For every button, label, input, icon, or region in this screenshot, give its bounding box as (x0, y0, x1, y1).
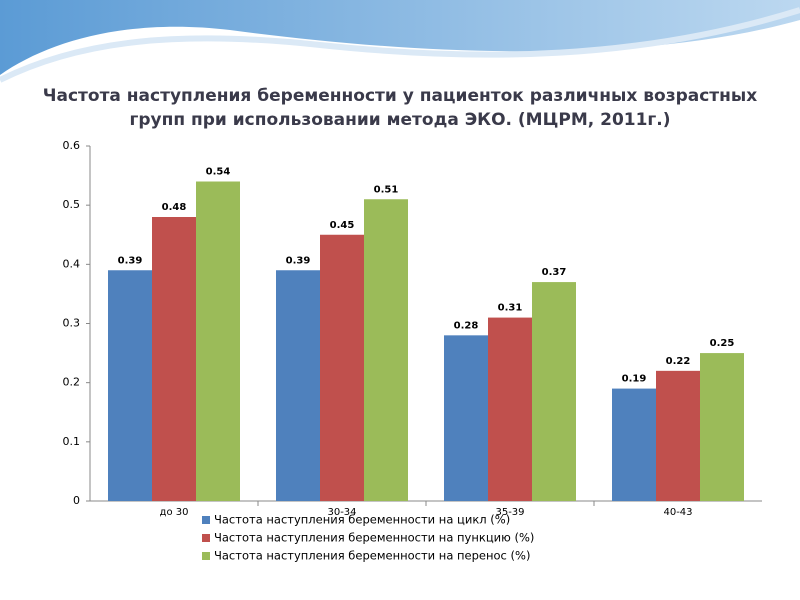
value-label: 0.37 (542, 267, 567, 278)
x-tick-label: 40-43 (663, 507, 692, 518)
value-label: 0.51 (374, 184, 399, 195)
bar (108, 270, 152, 501)
bar (196, 181, 240, 501)
x-tick-label: до 30 (160, 507, 189, 518)
bar (320, 234, 364, 501)
bar (700, 353, 744, 501)
bar (444, 335, 488, 501)
value-label: 0.25 (710, 338, 735, 349)
bar (612, 388, 656, 501)
y-tick-label: 0.6 (63, 139, 81, 152)
bar (152, 217, 196, 501)
value-label: 0.45 (330, 220, 355, 231)
legend-swatch (202, 552, 210, 560)
y-tick-label: 0.3 (63, 317, 81, 330)
y-tick-label: 0.4 (63, 257, 81, 270)
value-label: 0.22 (666, 356, 691, 367)
y-tick-label: 0 (73, 494, 80, 507)
legend-swatch (202, 534, 210, 542)
legend-label: Частота наступления беременности на пере… (214, 549, 530, 563)
value-label: 0.31 (498, 303, 523, 314)
bar (364, 199, 408, 501)
value-label: 0.54 (206, 167, 231, 178)
bar (532, 282, 576, 501)
y-tick-label: 0.2 (63, 376, 81, 389)
bar (488, 317, 532, 501)
value-label: 0.48 (162, 202, 187, 213)
bar (656, 370, 700, 501)
header-wave (0, 0, 800, 75)
bar (276, 270, 320, 501)
y-tick-label: 0.1 (63, 435, 81, 448)
value-label: 0.39 (286, 255, 311, 266)
y-tick-label: 0.5 (63, 198, 81, 211)
value-label: 0.39 (118, 255, 143, 266)
x-tick-label: 30-34 (327, 507, 356, 518)
value-label: 0.28 (454, 320, 479, 331)
value-label: 0.19 (622, 374, 647, 385)
legend-label: Частота наступления беременности на цикл… (214, 513, 510, 527)
chart-title: Частота наступления беременности у пацие… (42, 86, 758, 130)
header-wave-line (0, 7, 800, 83)
x-tick-label: 35-39 (495, 507, 524, 518)
legend-label: Частота наступления беременности на пунк… (214, 531, 534, 545)
legend-swatch (202, 516, 210, 524)
